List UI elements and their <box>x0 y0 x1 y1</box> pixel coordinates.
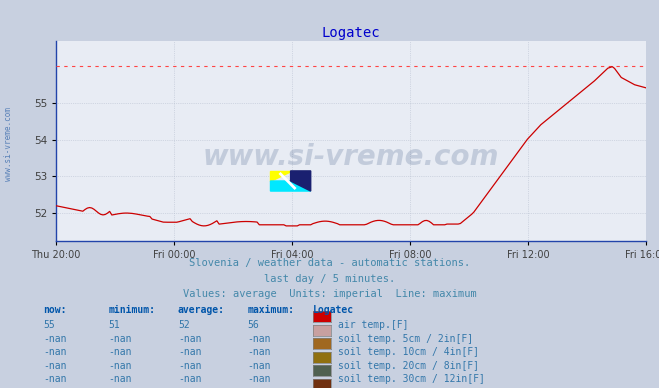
Text: 51: 51 <box>109 320 121 330</box>
Text: Slovenia / weather data - automatic stations.: Slovenia / weather data - automatic stat… <box>189 258 470 268</box>
Text: -nan: -nan <box>109 374 132 385</box>
Text: -nan: -nan <box>247 361 271 371</box>
Polygon shape <box>270 171 291 181</box>
Text: www.si-vreme.com: www.si-vreme.com <box>4 107 13 180</box>
Text: -nan: -nan <box>109 334 132 344</box>
Text: air temp.[F]: air temp.[F] <box>338 320 409 330</box>
Text: 56: 56 <box>247 320 259 330</box>
Text: soil temp. 5cm / 2in[F]: soil temp. 5cm / 2in[F] <box>338 334 473 344</box>
Text: minimum:: minimum: <box>109 305 156 315</box>
Text: -nan: -nan <box>178 347 202 357</box>
Text: -nan: -nan <box>109 361 132 371</box>
Text: -nan: -nan <box>178 374 202 385</box>
Text: 52: 52 <box>178 320 190 330</box>
Text: www.si-vreme.com: www.si-vreme.com <box>203 143 499 171</box>
Text: -nan: -nan <box>178 361 202 371</box>
Text: soil temp. 30cm / 12in[F]: soil temp. 30cm / 12in[F] <box>338 374 485 385</box>
Text: now:: now: <box>43 305 67 315</box>
Text: soil temp. 10cm / 4in[F]: soil temp. 10cm / 4in[F] <box>338 347 479 357</box>
Text: Values: average  Units: imperial  Line: maximum: Values: average Units: imperial Line: ma… <box>183 289 476 299</box>
Text: -nan: -nan <box>247 374 271 385</box>
Text: last day / 5 minutes.: last day / 5 minutes. <box>264 274 395 284</box>
Text: -nan: -nan <box>43 361 67 371</box>
Text: Logatec: Logatec <box>313 305 354 315</box>
Polygon shape <box>291 171 310 191</box>
Text: maximum:: maximum: <box>247 305 294 315</box>
Text: -nan: -nan <box>109 347 132 357</box>
Text: -nan: -nan <box>247 347 271 357</box>
Text: -nan: -nan <box>43 334 67 344</box>
Text: average:: average: <box>178 305 225 315</box>
Text: -nan: -nan <box>43 347 67 357</box>
Text: -nan: -nan <box>178 334 202 344</box>
Text: -nan: -nan <box>43 374 67 385</box>
Polygon shape <box>270 181 310 191</box>
Title: Logatec: Logatec <box>322 26 380 40</box>
Text: -nan: -nan <box>247 334 271 344</box>
Text: 55: 55 <box>43 320 55 330</box>
Text: soil temp. 20cm / 8in[F]: soil temp. 20cm / 8in[F] <box>338 361 479 371</box>
